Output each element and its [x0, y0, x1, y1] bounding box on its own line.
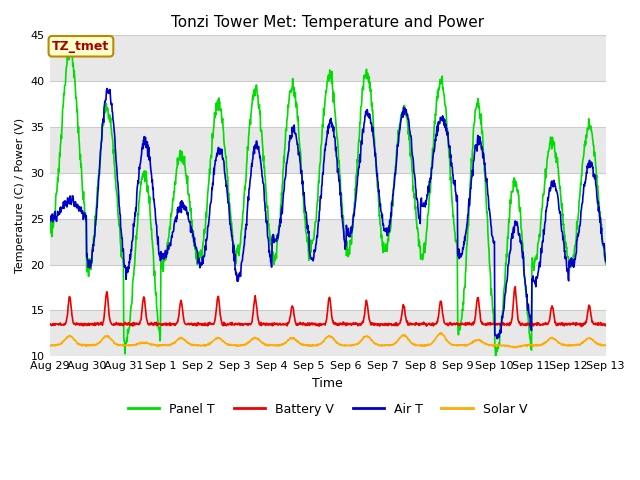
- Solar V: [511, 345, 519, 350]
- Line: Air T: Air T: [49, 88, 605, 339]
- Panel T: [232, 261, 240, 267]
- Panel T: [156, 338, 164, 344]
- Battery V: [414, 321, 422, 327]
- Battery V: [577, 324, 585, 329]
- Air T: [232, 272, 240, 278]
- Solar V: [536, 342, 544, 348]
- Solar V: [414, 342, 422, 348]
- Air T: [170, 228, 177, 234]
- Air T: [45, 219, 53, 225]
- Panel T: [602, 261, 609, 267]
- Text: TZ_tmet: TZ_tmet: [52, 40, 109, 53]
- Panel T: [415, 232, 422, 238]
- Legend: Panel T, Battery V, Air T, Solar V: Panel T, Battery V, Air T, Solar V: [123, 398, 532, 420]
- Air T: [415, 209, 422, 215]
- Bar: [49, 311, 605, 356]
- Panel T: [536, 225, 544, 230]
- Line: Solar V: Solar V: [49, 333, 605, 348]
- Solar V: [602, 343, 609, 348]
- Battery V: [511, 284, 519, 289]
- Battery V: [170, 321, 177, 326]
- Solar V: [156, 342, 164, 348]
- Air T: [602, 259, 609, 264]
- Battery V: [45, 321, 53, 326]
- Panel T: [170, 196, 177, 202]
- Battery V: [156, 321, 164, 327]
- Solar V: [170, 341, 177, 347]
- X-axis label: Time: Time: [312, 377, 343, 390]
- Line: Panel T: Panel T: [49, 48, 605, 357]
- Solar V: [436, 330, 444, 336]
- Line: Battery V: Battery V: [49, 287, 605, 326]
- Panel T: [492, 354, 499, 360]
- Panel T: [66, 45, 74, 50]
- Battery V: [232, 321, 239, 326]
- Air T: [103, 85, 111, 91]
- Bar: [49, 36, 605, 81]
- Bar: [49, 127, 605, 173]
- Y-axis label: Temperature (C) / Power (V): Temperature (C) / Power (V): [15, 118, 25, 274]
- Solar V: [232, 342, 239, 348]
- Air T: [487, 223, 495, 228]
- Air T: [156, 251, 164, 256]
- Battery V: [602, 322, 609, 327]
- Battery V: [536, 322, 544, 328]
- Bar: [49, 219, 605, 264]
- Panel T: [45, 225, 53, 230]
- Panel T: [487, 292, 495, 298]
- Title: Tonzi Tower Met: Temperature and Power: Tonzi Tower Met: Temperature and Power: [171, 15, 484, 30]
- Air T: [536, 259, 544, 264]
- Air T: [493, 336, 501, 342]
- Solar V: [487, 343, 495, 348]
- Battery V: [487, 322, 495, 328]
- Solar V: [45, 343, 53, 348]
